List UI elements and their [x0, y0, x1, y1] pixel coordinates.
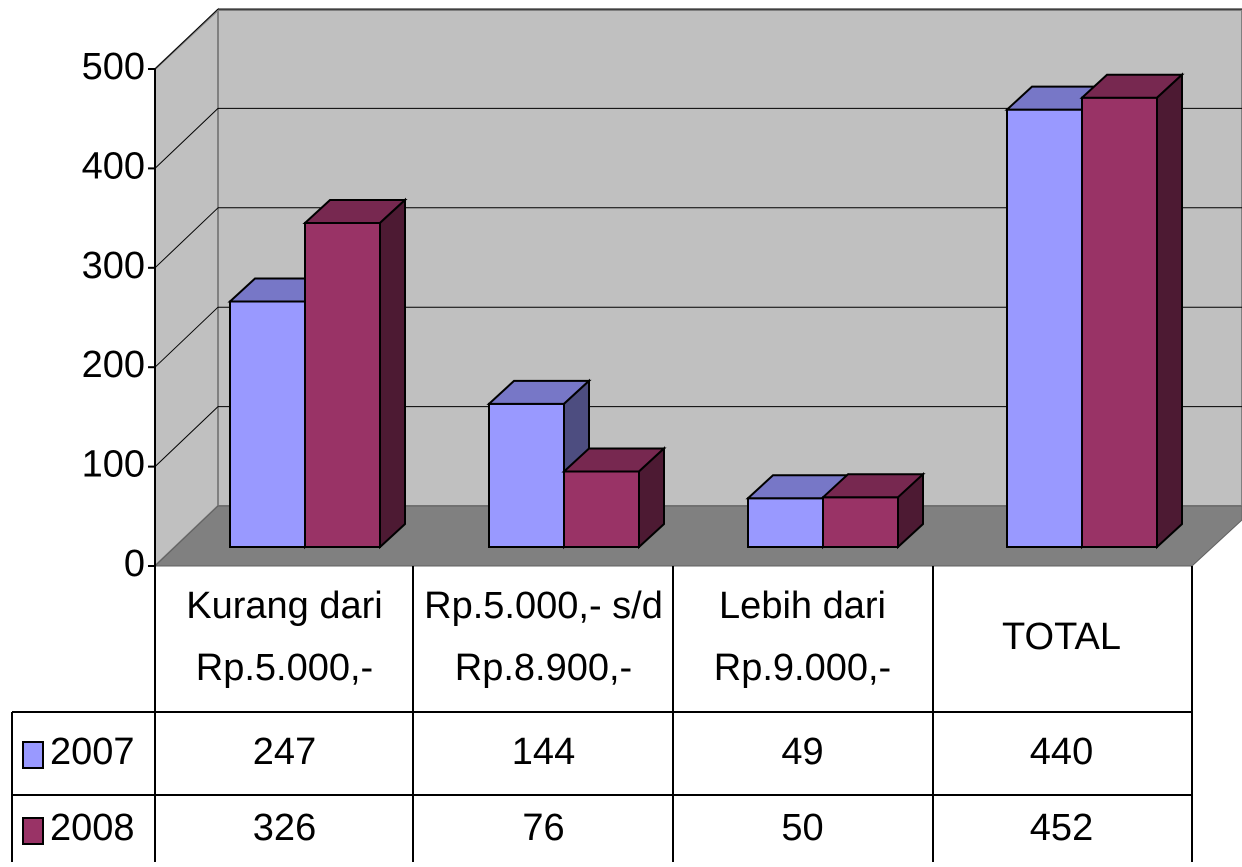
- table-value: 76: [522, 807, 564, 849]
- category-label: Rp.9.000,-: [714, 647, 891, 689]
- legend-swatch: [22, 817, 44, 845]
- back-wall: [217, 9, 1242, 507]
- bar-side: [1156, 72, 1183, 550]
- bars: [227, 72, 1185, 550]
- table-value: 440: [1030, 731, 1093, 773]
- bar-side: [638, 446, 665, 550]
- bar: [302, 197, 408, 550]
- category-label: Rp.5.000,- s/d: [424, 585, 663, 627]
- bar: [1079, 72, 1185, 550]
- category-label: TOTAL: [1002, 616, 1121, 658]
- grid-line: [154, 207, 219, 269]
- y-tick-label: 300: [82, 245, 145, 287]
- category-label: Kurang dari: [186, 585, 382, 627]
- bar: [561, 446, 667, 550]
- y-tick-label: 100: [82, 444, 145, 486]
- grid-line: [154, 8, 219, 70]
- grid-line: [154, 306, 219, 368]
- y-tick-label: 400: [82, 145, 145, 187]
- y-tick-label: 500: [82, 46, 145, 88]
- bar-side: [897, 472, 924, 550]
- category-label: Lebih dari: [719, 585, 886, 627]
- table-value: 50: [781, 807, 823, 849]
- floor: [153, 505, 1242, 567]
- category-label: Rp.8.900,-: [455, 647, 632, 689]
- bar-front: [229, 300, 306, 548]
- left-wall: [154, 7, 219, 569]
- data-table: Kurang dari Rp.5.000,- 247 326 Rp.5.000,- s/…: [11, 69, 1193, 862]
- bar-front: [488, 402, 565, 549]
- table-value: 326: [253, 807, 316, 849]
- bar-front: [1081, 96, 1158, 548]
- bar-front: [822, 496, 899, 548]
- category-label: Rp.5.000,-: [196, 647, 373, 689]
- bar-front: [304, 221, 381, 548]
- legend-label: 2008: [50, 807, 135, 849]
- y-tick-label: 0: [124, 543, 145, 585]
- y-tick-label: 200: [82, 344, 145, 386]
- grid-line: [154, 108, 219, 169]
- bar-front: [747, 497, 824, 549]
- table-value: 247: [253, 731, 316, 773]
- legend-swatch: [22, 741, 44, 769]
- bar: [820, 472, 926, 550]
- table-value: 452: [1030, 807, 1093, 849]
- bar-side: [379, 197, 406, 550]
- bar-front: [1006, 108, 1083, 548]
- table-value: 49: [781, 731, 823, 773]
- grid-line: [154, 406, 219, 467]
- legend-label: 2007: [50, 731, 135, 773]
- table-value: 144: [512, 731, 575, 773]
- bar-front: [563, 470, 640, 548]
